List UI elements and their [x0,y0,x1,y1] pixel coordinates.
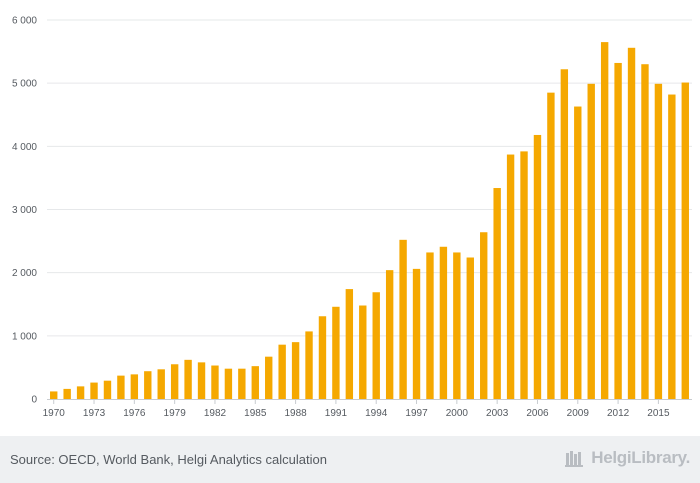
bar-1990 [318,316,327,399]
bar-1972 [76,386,85,399]
bar-1995 [385,270,394,399]
bar-1977 [144,371,152,399]
y-tick-label: 2 000 [12,268,37,279]
x-tick-label: 2006 [526,408,549,419]
y-tick-label: 4 000 [12,142,37,153]
y-axis-ticks: 0 1 000 2 000 3 000 4 000 5 000 6 000 [12,16,37,406]
bar-1984 [238,368,246,399]
bar-2014 [641,64,649,399]
y-tick-label: 5 000 [12,79,37,90]
bar-2013 [627,47,636,399]
bar-2017 [681,82,689,399]
bar-1998 [426,252,434,399]
footer-bar [0,436,700,483]
bar-2005 [520,151,528,399]
bar-1989 [305,331,313,399]
gridlines [47,19,692,337]
bar-1970 [50,391,58,399]
x-tick-label: 1997 [405,408,428,419]
x-tick-label: 1988 [284,408,307,419]
bar-2009 [574,106,582,399]
bar-1988 [291,342,300,399]
bar-1982 [211,365,219,399]
x-tick-label: 1979 [164,408,187,419]
x-tick-label: 1973 [83,408,106,419]
x-tick-label: 2015 [647,408,670,419]
bar-1992 [345,289,354,399]
bar-1994 [372,292,380,399]
bar-2011 [600,42,609,399]
bar-1973 [90,382,98,399]
bar-1985 [251,366,259,399]
x-tick-label: 2009 [567,408,590,419]
bar-1978 [157,369,165,399]
bar-2001 [466,257,474,399]
bar-2006 [533,134,542,400]
bar-2015 [654,83,663,399]
bar-2007 [547,92,555,400]
bar-1987 [278,344,286,399]
x-tick-label: 1985 [244,408,267,419]
bar-1997 [412,268,421,399]
x-tick-label: 2000 [446,408,469,419]
brand-logo: HelgiLibrary. [564,447,690,469]
y-tick-label: 1 000 [12,331,37,342]
bar-2003 [493,188,501,399]
bar-1975 [117,375,125,399]
y-tick-label: 0 [31,395,37,406]
bar-1971 [63,388,71,399]
x-tick-label: 1994 [365,408,388,419]
bar-2008 [560,69,569,400]
bar-1991 [332,306,340,399]
chart: 0 1 000 2 000 3 000 4 000 5 000 6 000 1970 1973… [12,16,692,419]
bar-1981 [197,362,206,399]
bar-1980 [184,359,192,399]
x-tick-label: 2012 [607,408,630,419]
bookshelf-icon [565,451,584,467]
x-tick-label: 1970 [43,408,66,419]
bar-1993 [359,305,367,399]
bar-1983 [224,368,233,399]
y-tick-label: 3 000 [12,205,37,216]
bar-1979 [170,364,179,399]
x-tick-label: 1982 [204,408,227,419]
source-note: Source: OECD, World Bank, Helgi Analytic… [10,452,327,467]
bar-2000 [453,252,461,399]
x-tick-label: 1991 [325,408,348,419]
bar-1976 [130,374,139,399]
brand-text: HelgiLibrary. [591,448,690,467]
bar-2010 [587,83,595,399]
bars [50,42,689,400]
bar-1999 [439,246,448,399]
bar-1986 [265,356,273,399]
y-tick-label: 6 000 [12,16,37,27]
bar-2004 [506,154,515,399]
bar-1974 [103,380,112,399]
x-tick-label: 2003 [486,408,509,419]
bar-2002 [480,232,488,399]
x-tick-label: 1976 [123,408,146,419]
bar-2012 [614,62,622,399]
bar-1996 [399,239,407,399]
x-axis-ticks: 1970 1973 1976 1979 1982 1985 1988 1991 1994 1997… [43,399,670,419]
bar-2016 [668,94,676,399]
